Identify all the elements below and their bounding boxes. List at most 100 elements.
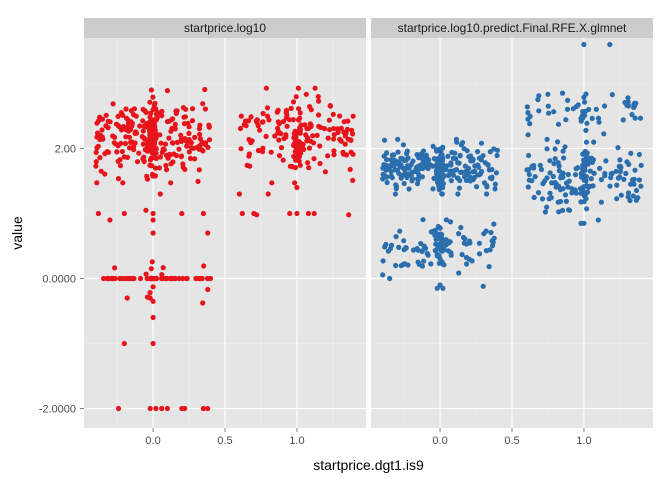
data-point [312, 85, 318, 91]
data-point [160, 146, 166, 152]
data-point [484, 191, 490, 197]
data-point [436, 253, 442, 259]
data-point [115, 113, 121, 119]
data-point [563, 117, 569, 123]
data-point [456, 270, 462, 276]
data-point [569, 186, 575, 192]
data-point [460, 140, 466, 146]
data-point [153, 116, 159, 122]
data-point [419, 248, 425, 254]
data-point [181, 114, 187, 120]
data-point [275, 107, 281, 113]
data-point [580, 187, 586, 193]
data-point [243, 123, 249, 129]
data-point [395, 136, 401, 142]
data-point [331, 152, 337, 158]
data-point [199, 275, 205, 282]
data-point [137, 123, 143, 129]
data-point [322, 169, 328, 175]
data-point [586, 106, 592, 113]
data-point [334, 126, 340, 132]
data-point [434, 171, 440, 177]
data-point [157, 191, 163, 197]
data-point [349, 127, 355, 133]
data-point [238, 113, 244, 119]
data-point [305, 160, 311, 166]
x-tick-label: 0.0 [145, 435, 160, 447]
data-point [563, 198, 570, 204]
data-point [150, 217, 156, 223]
data-point [531, 165, 537, 171]
data-point [381, 162, 387, 168]
data-point [380, 272, 386, 278]
data-point [598, 199, 605, 205]
data-point [396, 244, 402, 250]
data-point [126, 128, 132, 134]
data-point [621, 176, 627, 182]
data-point [331, 148, 337, 154]
data-point [443, 217, 449, 223]
data-point [472, 168, 478, 174]
data-point [489, 174, 495, 180]
data-point [196, 167, 202, 173]
data-point [636, 177, 643, 183]
data-point [272, 133, 278, 139]
data-point [102, 171, 108, 177]
data-point [255, 147, 261, 154]
data-point [536, 93, 542, 99]
data-point [584, 206, 590, 212]
data-point [143, 207, 149, 213]
data-point [589, 159, 595, 165]
data-point [420, 217, 426, 223]
data-point [609, 92, 615, 98]
data-point [246, 136, 252, 143]
data-point [197, 143, 203, 149]
data-point [182, 405, 188, 412]
data-point [443, 242, 449, 248]
data-point [121, 340, 127, 347]
data-point [415, 247, 421, 253]
data-point [562, 192, 569, 198]
data-point [585, 184, 592, 190]
data-point [547, 170, 553, 176]
data-point [614, 196, 620, 202]
data-point [437, 242, 444, 248]
data-point [381, 137, 388, 143]
data-point [148, 147, 155, 153]
data-point [303, 91, 309, 97]
data-point [101, 275, 107, 282]
data-point [423, 245, 429, 251]
panel-right-title: startprice.log10.predict.Final.RFE.X.glm… [398, 21, 627, 35]
data-point [140, 141, 146, 147]
data-point [536, 108, 542, 114]
data-point [632, 115, 638, 121]
data-point [350, 177, 356, 183]
data-point [436, 147, 442, 153]
data-point [490, 243, 496, 249]
data-point [150, 94, 156, 100]
data-point [107, 217, 113, 223]
data-point [492, 186, 498, 192]
data-point [200, 210, 206, 217]
data-point [117, 275, 123, 282]
data-point [617, 157, 623, 163]
data-point [480, 153, 486, 159]
data-point [132, 129, 138, 135]
data-point [263, 133, 269, 139]
data-point [539, 196, 546, 202]
data-point [404, 151, 410, 157]
data-point [623, 170, 629, 177]
data-point [439, 191, 445, 197]
data-point [526, 152, 532, 159]
data-point [474, 184, 480, 190]
data-point [290, 99, 297, 105]
data-point [598, 177, 605, 183]
data-point [327, 103, 334, 109]
data-point [206, 137, 213, 143]
data-point [524, 167, 530, 173]
data-point [607, 183, 613, 189]
data-point [205, 405, 211, 412]
data-point [292, 180, 298, 186]
data-point [556, 183, 562, 189]
data-point [115, 176, 122, 182]
